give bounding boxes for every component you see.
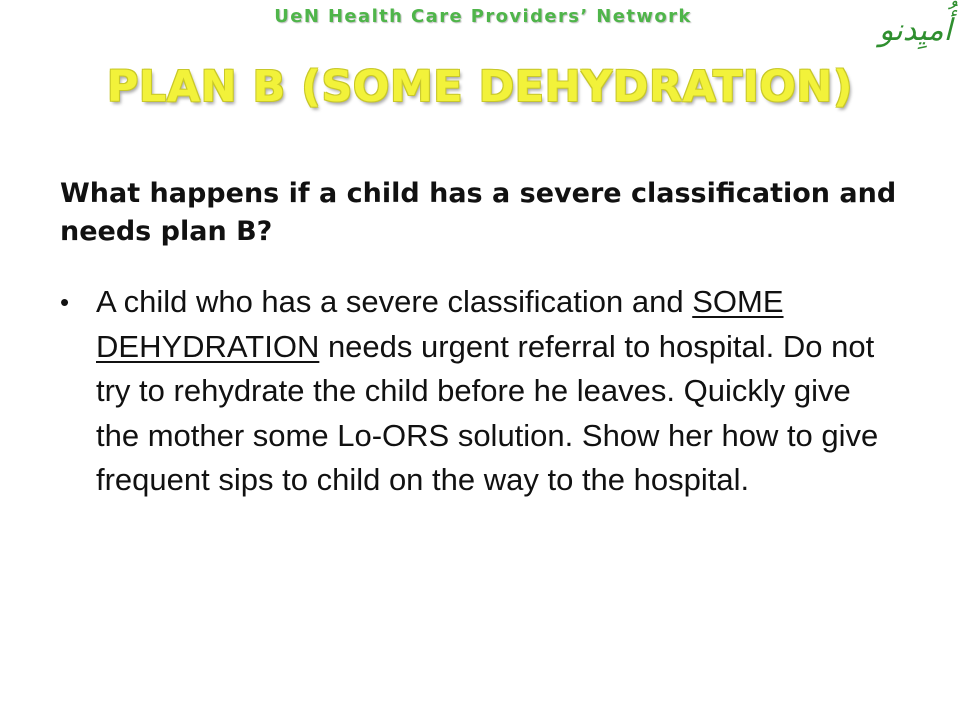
bullet-list: • A child who has a severe classification… [60, 280, 900, 503]
slide-title: PLAN B (SOME DEHYDRATION) [106, 62, 854, 112]
network-title: UeN Health Care Providers’ Network [274, 6, 692, 27]
bullet-text-before: A child who has a severe classification … [96, 284, 693, 319]
bullet-marker: • [60, 287, 70, 317]
bullet-item: • A child who has a severe classification… [60, 280, 900, 503]
organization-logo: أُميِدنو [878, 13, 952, 48]
bullet-text-after: needs urgent referral to hospital. Do no… [96, 328, 879, 498]
question-heading: What happens if a child has a severe cla… [60, 178, 897, 247]
bullet-underlined-text: SOME DEHYDRATION [96, 284, 784, 364]
